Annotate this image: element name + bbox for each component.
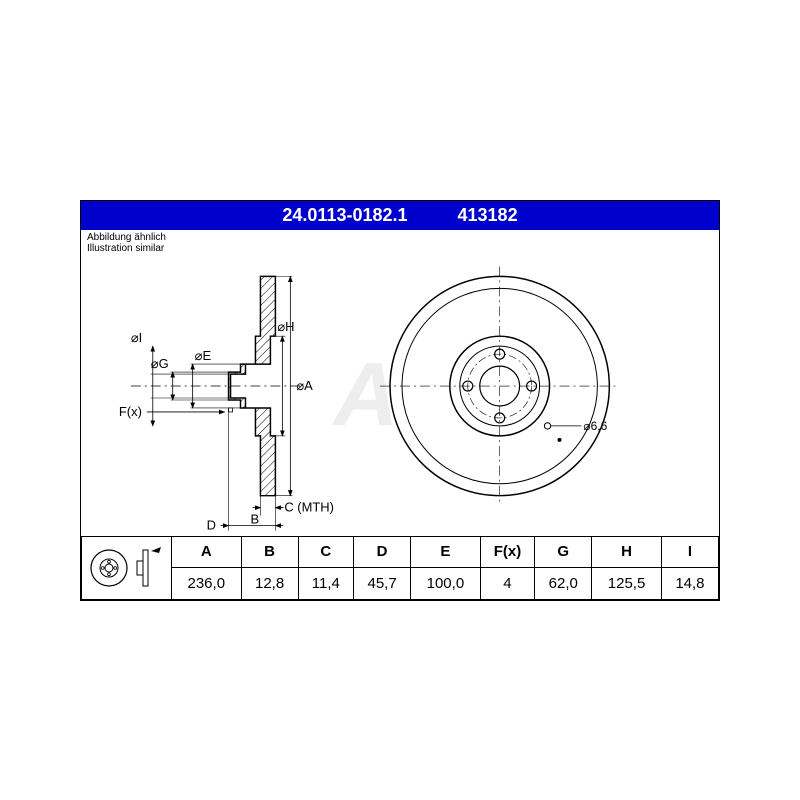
spec-table-wrap: A B C D E F(x) G H I 236,0 12,8 11,4 45,…: [81, 536, 719, 600]
val-E: 100,0: [411, 568, 481, 600]
subtitle-block: Abbildung ähnlich Illustration similar: [81, 230, 719, 256]
spec-value-row: 236,0 12,8 11,4 45,7 100,0 4 62,0 125,5 …: [82, 568, 719, 600]
val-A: 236,0: [172, 568, 242, 600]
label-D: D: [207, 517, 216, 532]
col-I: I: [661, 536, 718, 568]
label-Fx: F(x): [119, 403, 142, 418]
technical-diagram: ⌀A ⌀H ⌀E ⌀G ⌀I F(x): [81, 256, 719, 536]
label-B: B: [250, 511, 259, 526]
col-A: A: [172, 536, 242, 568]
col-C: C: [298, 536, 353, 568]
col-E: E: [411, 536, 481, 568]
drawing-frame: 24.0113-0182.1 413182 Abbildung ähnlich …: [80, 200, 720, 601]
subtitle-en: Illustration similar: [87, 243, 713, 254]
val-C: 11,4: [298, 568, 353, 600]
spec-header-row: A B C D E F(x) G H I: [82, 536, 719, 568]
spec-table: A B C D E F(x) G H I 236,0 12,8 11,4 45,…: [81, 536, 719, 600]
diagram-area: Ate: [81, 256, 719, 536]
col-H: H: [592, 536, 662, 568]
part-reference: 24.0113-0182.1: [282, 205, 407, 226]
label-C: C (MTH): [284, 499, 334, 514]
label-diaG: ⌀G: [151, 356, 169, 371]
subtitle-de: Abbildung ähnlich: [87, 232, 713, 243]
col-B: B: [241, 536, 298, 568]
val-Fx: 4: [480, 568, 535, 600]
col-D: D: [354, 536, 411, 568]
col-Fx: F(x): [480, 536, 535, 568]
label-diaH: ⌀H: [277, 319, 294, 334]
val-B: 12,8: [241, 568, 298, 600]
part-code: 413182: [458, 205, 518, 226]
header-bar: 24.0113-0182.1 413182: [81, 201, 719, 230]
val-H: 125,5: [592, 568, 662, 600]
label-diaA: ⌀A: [296, 378, 313, 393]
val-I: 14,8: [661, 568, 718, 600]
val-D: 45,7: [354, 568, 411, 600]
val-G: 62,0: [535, 568, 592, 600]
spec-icon-cell: [82, 536, 172, 599]
label-diaE: ⌀E: [195, 348, 212, 363]
label-diaI: ⌀I: [131, 330, 142, 345]
label-hole: ⌀6,6: [583, 418, 607, 432]
col-G: G: [535, 536, 592, 568]
